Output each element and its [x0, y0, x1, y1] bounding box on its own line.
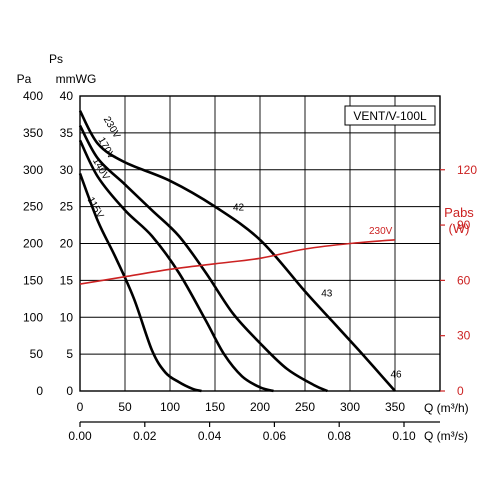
- pabs-tick-label: 120: [457, 163, 477, 177]
- ps-axis-title: Ps: [49, 52, 63, 66]
- power-series-line: [79, 239, 396, 285]
- q-m3s-axis: 0.00 0.02 0.04 0.06 0.08 0.10: [68, 421, 440, 443]
- pa-tick-label: 400: [23, 89, 43, 103]
- series-label: 115V: [85, 195, 106, 220]
- model-label-box: [344, 105, 436, 126]
- q-m3s-tick-label: 0.08: [328, 429, 352, 443]
- mmwg-axis: 0 5 10 15 20 25 30 35 40: [60, 89, 74, 398]
- pabs-tick-label: 30: [457, 329, 471, 343]
- series-line-140v: [78, 139, 274, 393]
- q-m3h-tick-label: 50: [118, 400, 132, 414]
- curve-annotation: 42: [233, 202, 245, 213]
- mmwg-tick-label: 15: [60, 273, 74, 287]
- series-line-115v: [78, 172, 202, 393]
- pa-tick-label: 0: [36, 384, 43, 398]
- pa-tick-label: 150: [23, 273, 43, 287]
- q-m3s-tick-label: 0.00: [68, 429, 92, 443]
- pa-tick-label: 350: [23, 126, 43, 140]
- pabs-axis: 0 30 60 90 120: [440, 163, 477, 398]
- pa-tick-label: 250: [23, 200, 43, 214]
- pa-axis-title: Pa: [17, 72, 32, 86]
- pabs-tick-label: 60: [457, 273, 471, 287]
- q-m3s-tick-label: 0.04: [198, 429, 222, 443]
- pabs-tick-label: 90: [457, 218, 471, 232]
- grid: [80, 96, 440, 391]
- power-series-label: 230V: [369, 226, 393, 237]
- pabs-axis-unit: (W): [449, 221, 470, 236]
- mmwg-tick-label: 20: [60, 237, 74, 251]
- mmwg-tick-label: 0: [66, 384, 73, 398]
- pa-axis: 0 50 100 150 200 250 300 350 400: [23, 89, 43, 398]
- plot-frame: [79, 95, 441, 392]
- q-m3h-tick-label: 250: [295, 400, 315, 414]
- pa-tick-label: 300: [23, 163, 43, 177]
- series-line-230v: [78, 110, 396, 392]
- curve-annotation: 46: [391, 370, 403, 381]
- pabs-axis-title: Pabs: [444, 205, 474, 220]
- mmwg-tick-label: 5: [66, 347, 73, 361]
- mmwg-tick-label: 10: [60, 310, 74, 324]
- q-m3h-tick-label: 350: [385, 400, 405, 414]
- q-m3s-tick-label: 0.02: [133, 429, 157, 443]
- mmwg-tick-label: 35: [60, 126, 74, 140]
- mmwg-tick-label: 25: [60, 200, 74, 214]
- series-line-170v: [78, 124, 329, 393]
- q-m3h-tick-label: 300: [340, 400, 360, 414]
- pa-tick-label: 50: [30, 347, 44, 361]
- q-m3s-tick-label: 0.06: [263, 429, 287, 443]
- q-m3h-tick-label: 100: [160, 400, 180, 414]
- q-m3h-tick-label: 0: [77, 400, 84, 414]
- mmwg-tick-label: 40: [60, 89, 74, 103]
- q-m3s-tick-label: 0.10: [392, 429, 416, 443]
- pa-tick-label: 100: [23, 310, 43, 324]
- series-layer: [78, 110, 396, 393]
- mmwg-tick-label: 30: [60, 163, 74, 177]
- q-m3h-tick-label: 150: [205, 400, 225, 414]
- model-label: VENT/V-100L: [353, 109, 427, 123]
- curve-annotation: 43: [321, 289, 333, 300]
- pa-tick-label: 200: [23, 237, 43, 251]
- q-m3s-axis-title: Q (m³/s): [424, 429, 468, 443]
- mmwg-axis-title: mmWG: [56, 72, 97, 86]
- q-m3h-axis-title: Q (m³/h): [424, 401, 469, 415]
- q-m3h-tick-label: 200: [250, 400, 270, 414]
- pabs-tick-label: 0: [457, 384, 464, 398]
- q-m3h-axis: 0 50 100 150 200 250 300 350: [77, 400, 406, 414]
